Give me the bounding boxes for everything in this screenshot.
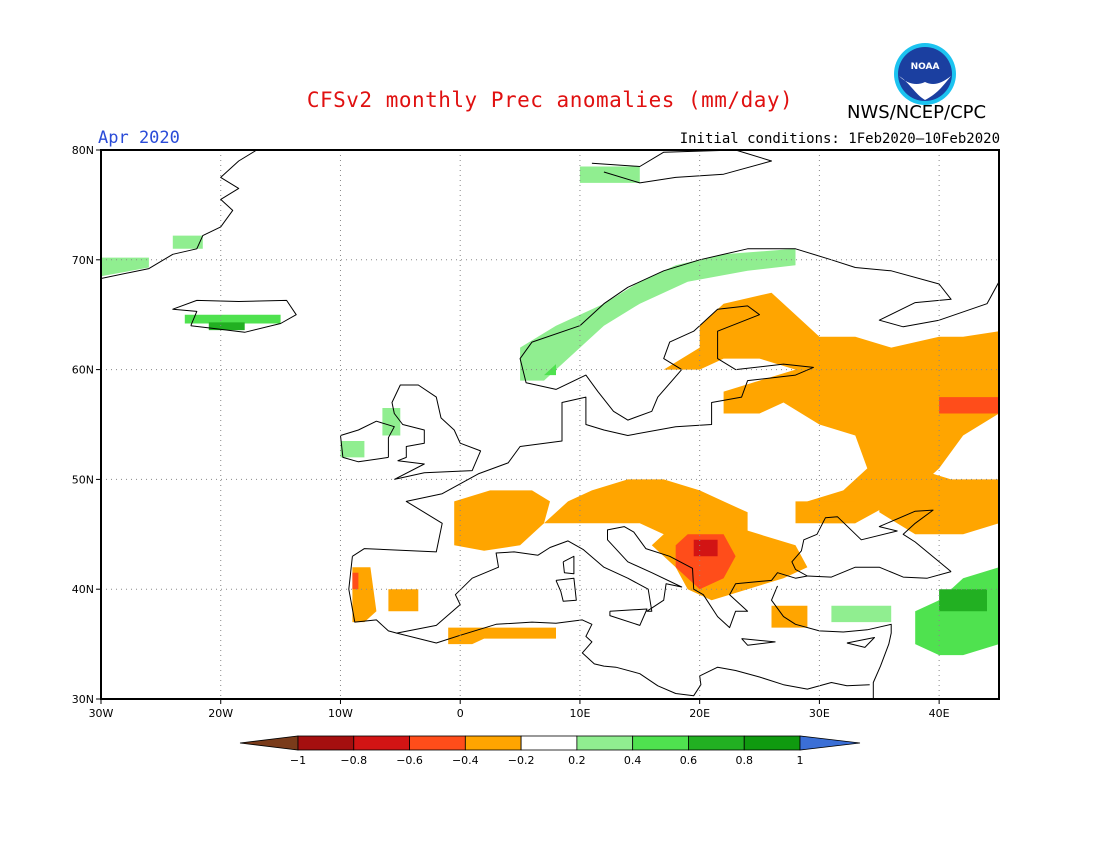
colorbar-tick-label: 0.2: [568, 754, 586, 767]
colorbar-tick-label: −1: [290, 754, 306, 767]
anomaly-region-24: [771, 605, 808, 628]
anomaly-region-19: [388, 589, 419, 612]
anomaly-region-3: [172, 235, 203, 249]
coastline-4: [396, 619, 870, 697]
colorbar-tick-label: 0.8: [735, 754, 753, 767]
coastline-11: [562, 555, 575, 575]
lon-tick-label: 30W: [89, 707, 114, 720]
colorbar-segment: [743, 735, 801, 751]
anomaly-region-12: [454, 490, 550, 551]
anomaly-layer: [101, 166, 999, 656]
agency-label: NWS/NCEP/CPC: [847, 102, 987, 123]
anomaly-region-15: [675, 534, 736, 590]
anomaly-region-16: [693, 539, 718, 557]
colorbar-tick-label: −0.6: [396, 754, 423, 767]
lat-tick-label: 60N: [72, 364, 94, 377]
anomaly-region-18: [352, 572, 359, 590]
colorbar-segment: [576, 735, 634, 751]
colorbar-tick-label: −0.8: [340, 754, 367, 767]
colorbar-high-arrow: [799, 735, 861, 751]
lat-tick-label: 70N: [72, 254, 94, 267]
initial-conditions-label: Initial conditions: 1Feb2020–10Feb2020: [679, 131, 1000, 147]
colorbar-tick-label: 1: [797, 754, 804, 767]
lon-tick-label: 30E: [809, 707, 830, 720]
lon-tick-label: 10W: [328, 707, 353, 720]
coastline-6: [340, 420, 395, 463]
colorbar-segment: [353, 735, 410, 751]
lon-tick-label: 10E: [569, 707, 590, 720]
anomaly-region-23: [831, 605, 892, 623]
coastline-2: [771, 585, 892, 699]
lat-tick-label: 50N: [72, 473, 94, 486]
coastline-1: [348, 509, 952, 634]
lon-tick-label: 20E: [689, 707, 710, 720]
coastline-8: [101, 150, 257, 279]
lat-tick-label: 40N: [72, 583, 94, 596]
colorbar-segment: [409, 735, 466, 751]
logo-text: NOAA: [911, 62, 940, 72]
colorbar-tick-label: 0.6: [680, 754, 698, 767]
anomaly-region-25: [795, 501, 856, 524]
anomaly-region-5: [208, 322, 245, 331]
anomaly-region-0: [520, 248, 796, 381]
map-frame: [100, 149, 1000, 700]
anomaly-region-2: [101, 257, 149, 277]
anomaly-region-10: [879, 468, 999, 535]
anomaly-region-11: [939, 397, 999, 414]
anomaly-region-22: [939, 589, 987, 612]
anomaly-region-8: [340, 441, 365, 458]
lat-tick-label: 80N: [72, 144, 94, 157]
colorbar: −1 −0.8 −0.6 −0.4 −0.2 0.2 0.4 0.6 0.8 1: [239, 735, 861, 767]
axis-ticks: 30W 20W 10W 0 10E 20E 30E 40E 30N 40N 50N 60N 70N 80N: [72, 144, 950, 720]
coastline-5: [391, 384, 482, 480]
coastline-7: [172, 299, 297, 333]
colorbar-segment: [464, 735, 522, 751]
colorbar-tick-label: 0.4: [624, 754, 642, 767]
colorbar-segment: [632, 735, 689, 751]
lon-tick-label: 0: [457, 707, 464, 720]
colorbar-segment: [688, 735, 745, 751]
lon-tick-label: 20W: [208, 707, 233, 720]
anomaly-region-20: [448, 627, 556, 645]
colorbar-segment: [297, 735, 355, 751]
coastline-10: [555, 577, 577, 602]
coastline-13: [741, 638, 776, 646]
noaa-logo-icon: NOAA: [894, 43, 956, 105]
coastline-3: [807, 566, 952, 579]
colorbar-tick-label: −0.4: [452, 754, 479, 767]
colorbar-low-arrow: [239, 735, 299, 751]
colorbar-tick-label: −0.2: [508, 754, 535, 767]
colorbar-segment: [520, 735, 578, 751]
coastline-9: [591, 150, 772, 184]
map-title: CFSv2 monthly Prec anomalies (mm/day): [306, 88, 794, 112]
lon-tick-label: 40E: [929, 707, 950, 720]
coastline-12: [609, 608, 648, 626]
anomaly-region-9: [663, 292, 999, 524]
coastline-14: [846, 637, 875, 648]
valid-month-label: Apr 2020: [98, 128, 180, 148]
anomaly-region-1: [544, 364, 556, 376]
lat-tick-label: 30N: [72, 693, 94, 706]
anomaly-region-4: [184, 314, 281, 324]
